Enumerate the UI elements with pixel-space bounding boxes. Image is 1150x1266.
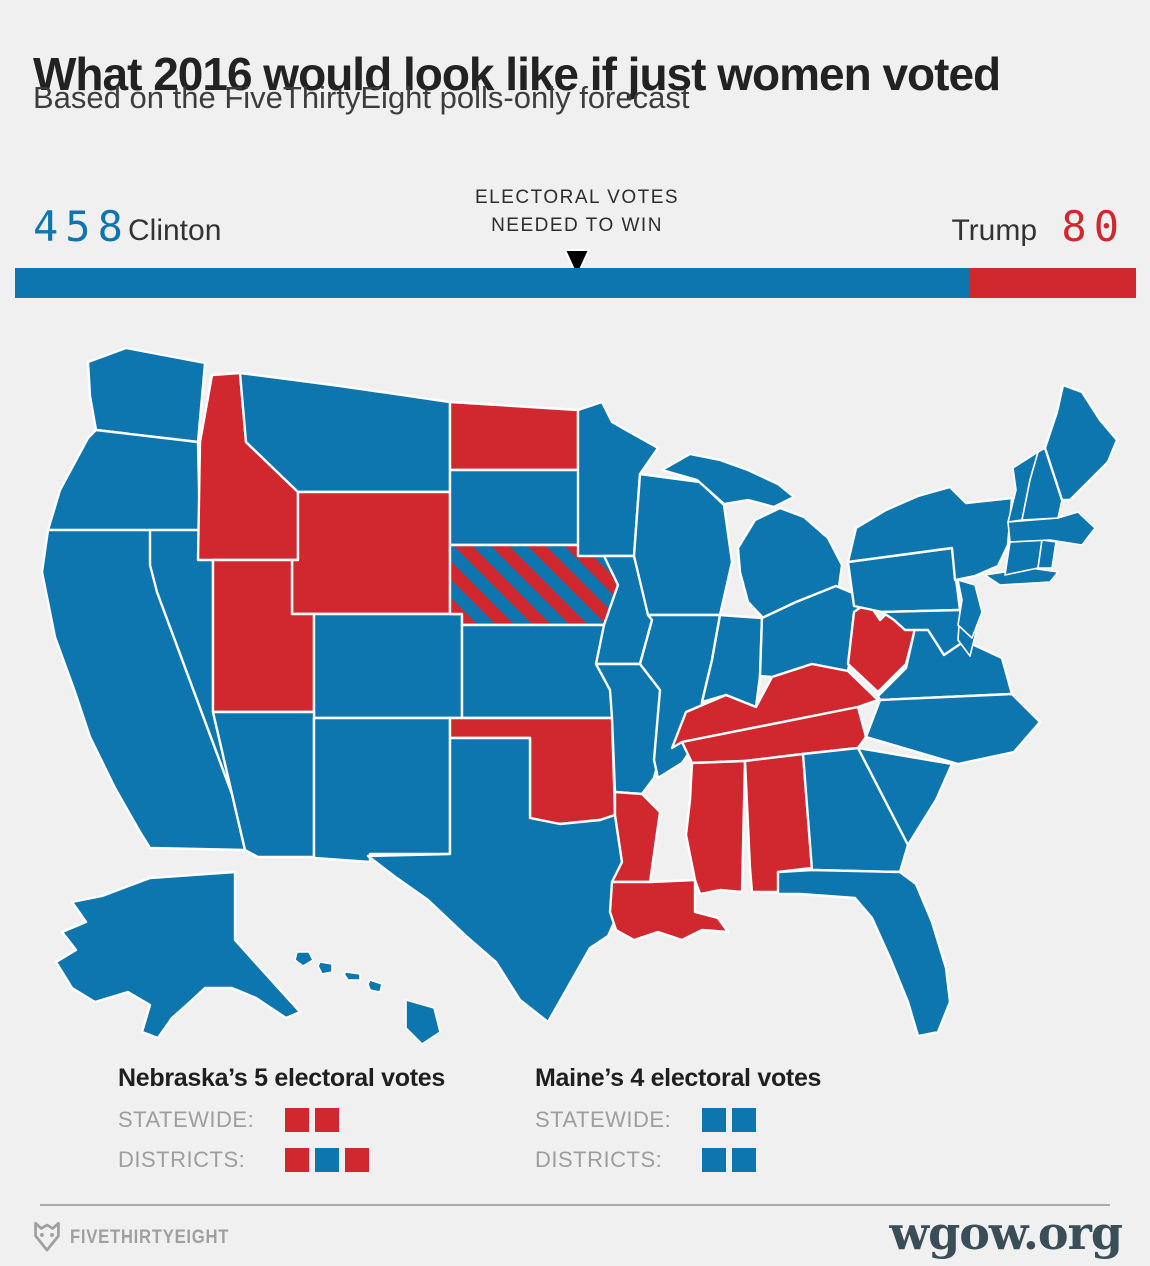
districts-label: DISTRICTS: (535, 1147, 663, 1172)
needed-to-win-line1: ELECTORAL VOTES (474, 187, 680, 208)
trump-bar-segment (969, 268, 1136, 298)
state-michigan-upper (660, 452, 796, 509)
page-subtitle: Based on the FiveThirtyEight polls-only … (33, 80, 690, 115)
state-north-dakota (448, 400, 580, 472)
state-north-carolina (864, 692, 1042, 766)
state-arkansas (610, 790, 662, 884)
clinton-electoral-votes: 458 (33, 202, 130, 251)
districts-label: DISTRICTS: (118, 1147, 246, 1172)
state-georgia (801, 746, 910, 874)
legend-row-districts: DISTRICTS: (535, 1147, 821, 1173)
legend-nebraska: Nebraska’s 5 electoral votes STATEWIDE: … (118, 1064, 445, 1173)
state-south-carolina (856, 746, 954, 847)
state-alaska (54, 870, 302, 1040)
legend-maine-title: Maine’s 4 electoral votes (535, 1064, 822, 1092)
state-minnesota (576, 400, 660, 558)
footer-divider (40, 1204, 1110, 1206)
state-rhode-island (1037, 539, 1057, 569)
trump-electoral-votes: 80 (1061, 202, 1126, 251)
state-hawaii (294, 951, 441, 1045)
ev-square-blue (702, 1108, 726, 1132)
state-south-dakota (448, 468, 587, 547)
fox-icon (33, 1221, 61, 1253)
state-new-york (846, 485, 1014, 582)
state-wyoming (290, 490, 452, 616)
triangle-down-icon (563, 248, 591, 279)
ev-square-red (285, 1108, 309, 1132)
trump-label: Trump (951, 214, 1037, 247)
state-florida (776, 868, 952, 1038)
legend-row-districts: DISTRICTS: (118, 1147, 445, 1173)
state-washington (86, 346, 207, 444)
state-mississippi (684, 759, 747, 896)
state-massachusetts (1007, 511, 1096, 546)
clinton-label: Clinton (128, 214, 222, 247)
nebraska-districts-squares (285, 1148, 369, 1172)
fivethirtyeight-brand: FIVETHIRTYEIGHT (70, 1227, 230, 1248)
page-title: What 2016 would look like if just women … (33, 47, 1001, 100)
legend-row-statewide: STATEWIDE: (118, 1107, 445, 1133)
nebraska-statewide-squares (285, 1108, 339, 1132)
state-new-jersey (957, 579, 983, 639)
ev-square-blue (732, 1108, 756, 1132)
ev-square-blue (315, 1148, 339, 1172)
legend-maine: Maine’s 4 electoral votes STATEWIDE: DIS… (535, 1064, 821, 1173)
state-arizona (211, 710, 316, 859)
state-oregon (46, 428, 202, 537)
statewide-label: STATEWIDE: (118, 1107, 255, 1132)
state-colorado (312, 612, 464, 720)
ev-square-blue (732, 1148, 756, 1172)
state-texas (366, 736, 624, 1024)
maine-districts-squares (702, 1148, 756, 1172)
ev-square-red (315, 1108, 339, 1132)
ev-square-red (285, 1148, 309, 1172)
state-new-mexico (312, 716, 452, 864)
state-maine (1043, 383, 1119, 502)
needed-to-win-line2: NEEDED TO WIN (491, 214, 663, 236)
statewide-label: STATEWIDE: (535, 1107, 672, 1132)
state-kansas (460, 623, 614, 720)
watermark: wgow.org (889, 1206, 1123, 1260)
ev-square-blue (702, 1148, 726, 1172)
electoral-vote-bar (15, 268, 1136, 298)
legend-nebraska-title: Nebraska’s 5 electoral votes (118, 1064, 445, 1092)
needed-to-win-label: ELECTORAL VOTES NEEDED TO WIN (447, 184, 707, 239)
ev-square-red (345, 1148, 369, 1172)
maine-statewide-squares (702, 1108, 756, 1132)
clinton-bar-segment (15, 268, 970, 298)
legend-row-statewide: STATEWIDE: (535, 1107, 821, 1133)
